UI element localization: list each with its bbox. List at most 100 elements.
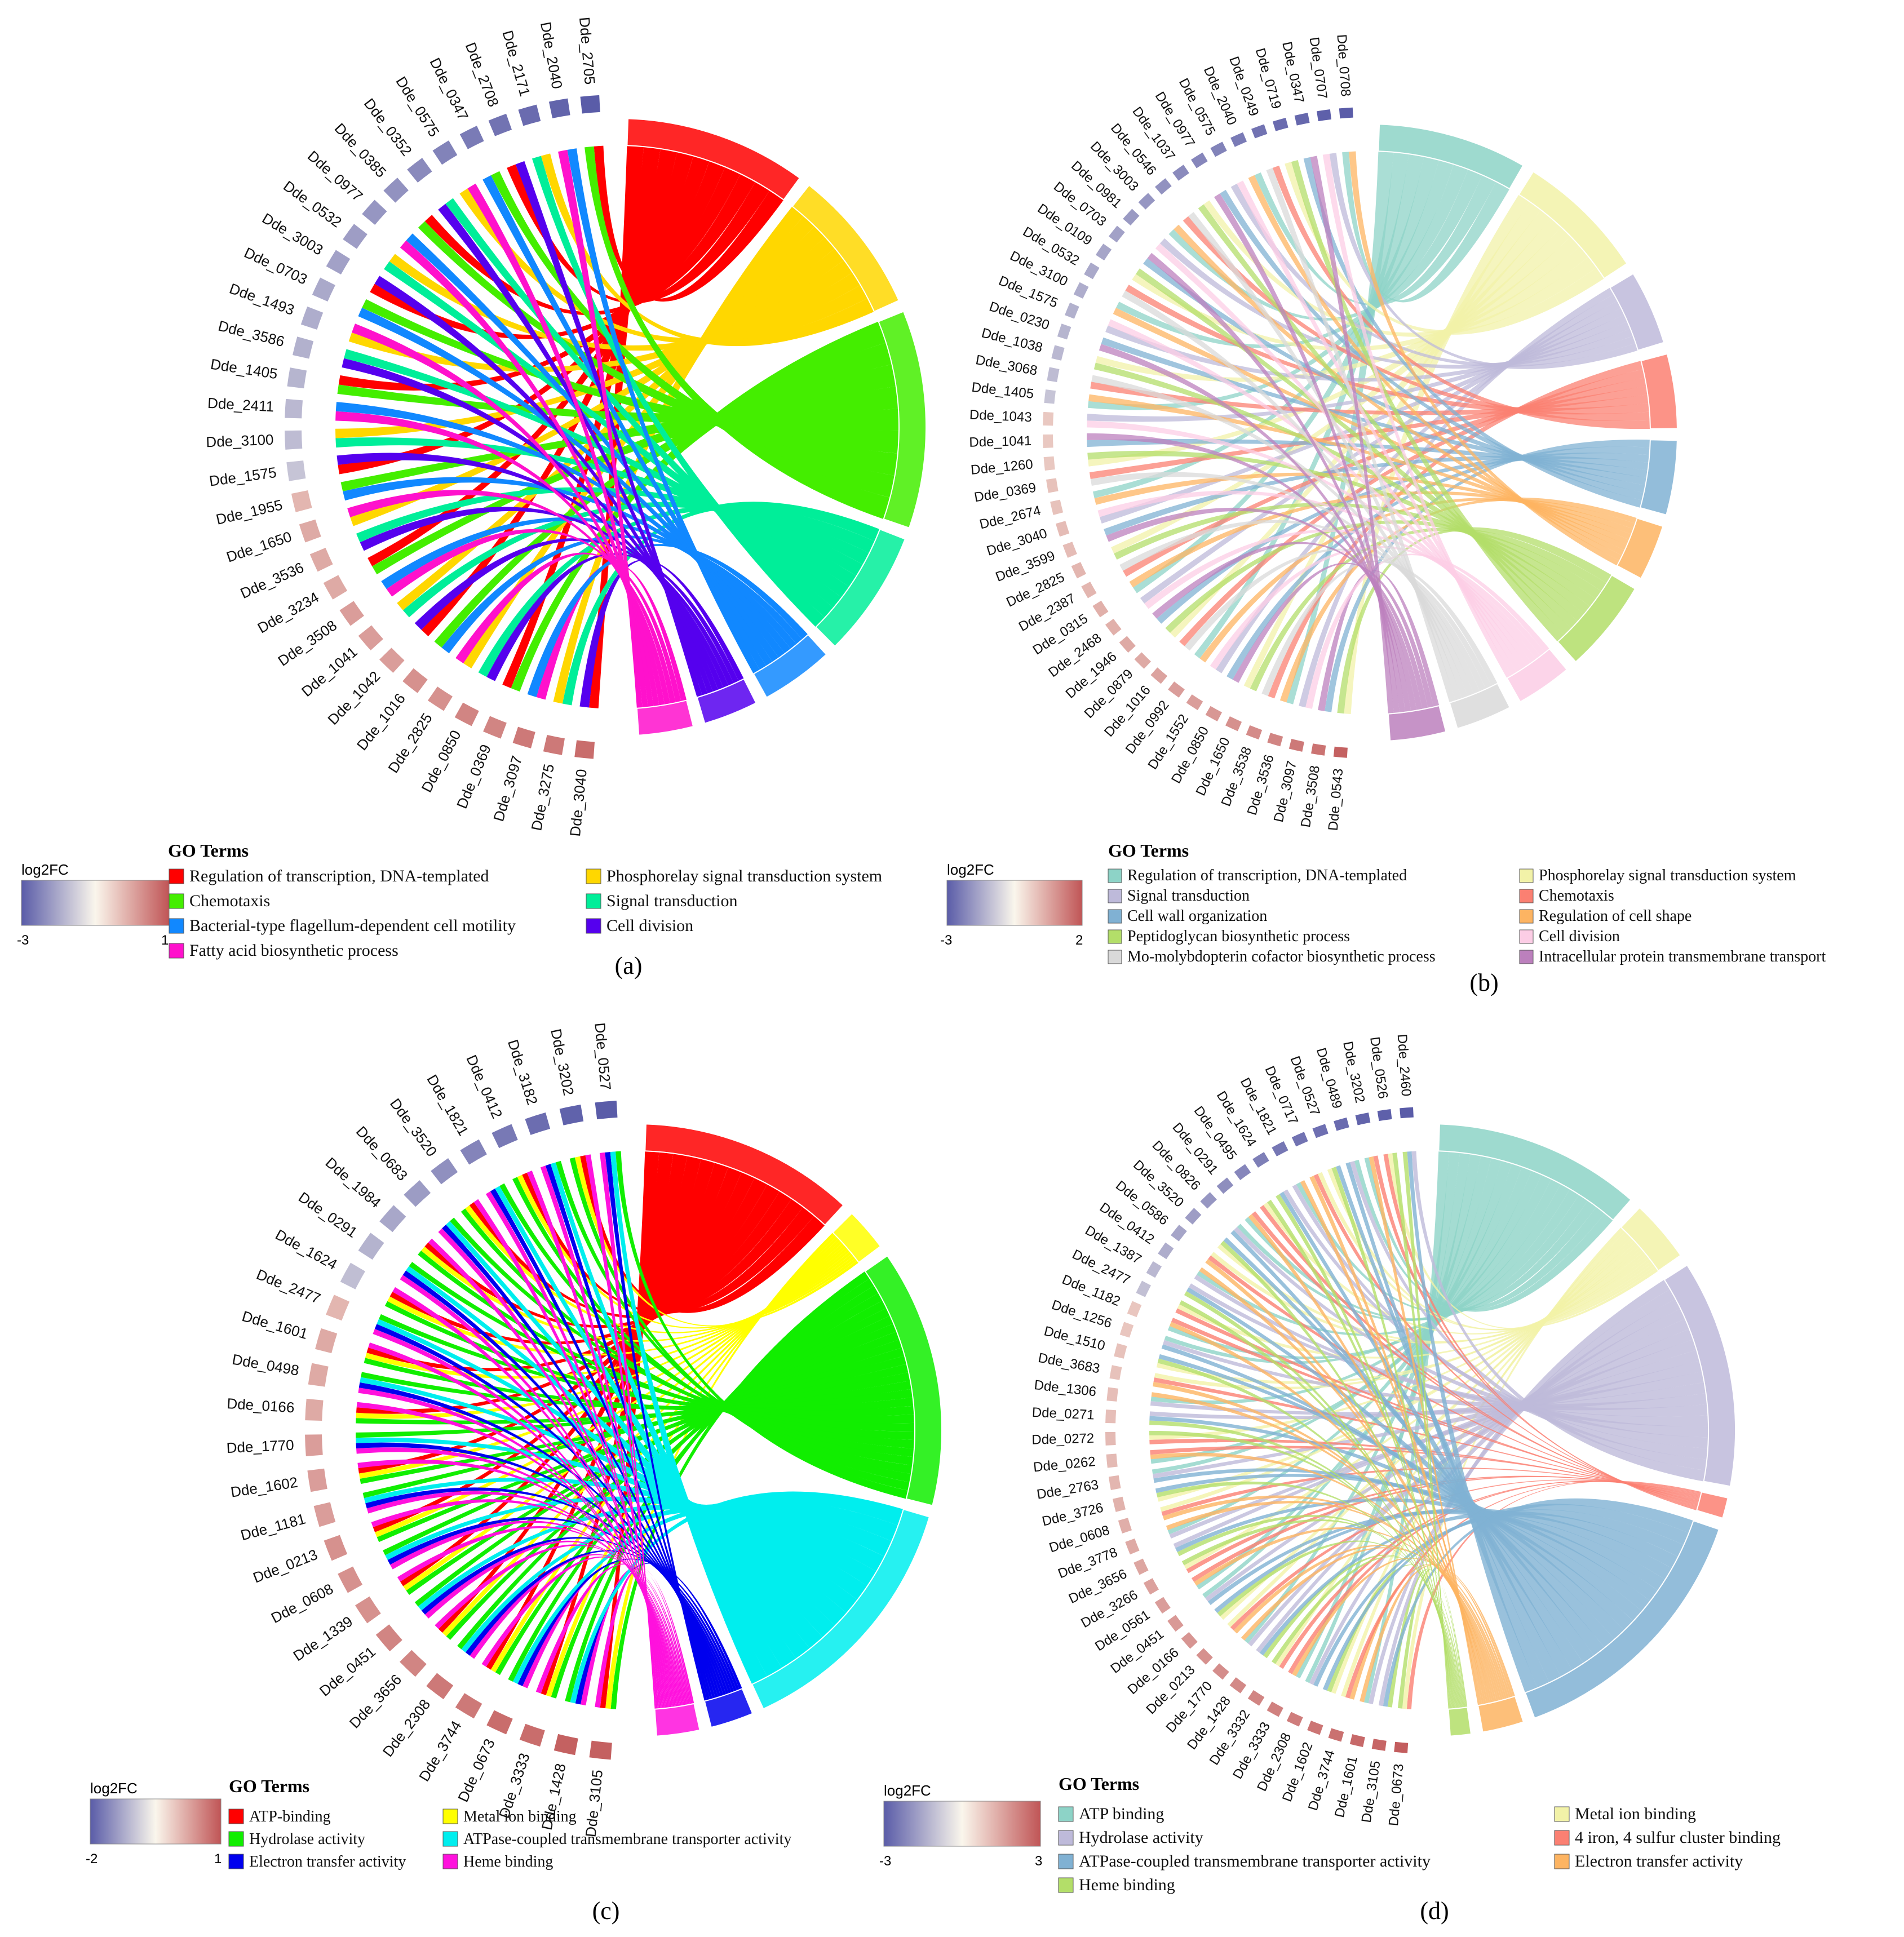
chord-link — [1168, 169, 1482, 321]
legend-swatch — [1554, 1830, 1570, 1846]
gene-label: Dde_0271 — [1031, 1405, 1095, 1423]
gene-label: Dde_3105 — [1359, 1759, 1384, 1824]
gene-label: Dde_2763 — [1035, 1477, 1100, 1502]
chord-link — [502, 147, 661, 689]
gene-fc-mark — [1046, 478, 1059, 493]
gene-fc-mark — [1055, 521, 1070, 537]
gene-label: Dde_0451 — [316, 1643, 379, 1699]
gene-label: Dde_1306 — [1033, 1377, 1097, 1399]
term-arc — [1609, 273, 1665, 351]
legend-swatch — [442, 1854, 458, 1869]
chord-link — [1205, 1329, 1694, 1602]
legend-swatch — [169, 943, 184, 959]
gene-fc-mark — [548, 98, 570, 118]
legend-label: Regulation of transcription, DNA-templat… — [1127, 867, 1407, 884]
chord-link — [545, 1164, 710, 1701]
gene-fc-mark — [1109, 1365, 1122, 1380]
chord-link — [562, 502, 880, 706]
gene-fc-mark — [1105, 618, 1122, 636]
gene-fc-mark — [431, 1158, 458, 1185]
chord-link — [406, 1266, 823, 1649]
gene-label: Dde_0166 — [227, 1395, 295, 1416]
gene-label: Dde_1405 — [209, 356, 278, 383]
term-arc — [1557, 574, 1636, 663]
gene-fc-mark — [1134, 652, 1152, 669]
chord-link — [1153, 1468, 1642, 1621]
gene-fc-mark — [326, 1295, 350, 1321]
gene-label: Dde_0683 — [353, 1123, 411, 1184]
gene-fc-mark — [454, 702, 479, 726]
gene-label: Dde_1650 — [224, 528, 294, 566]
term-arc — [1387, 704, 1447, 742]
gene-label: Dde_0347 — [427, 55, 472, 123]
gene-fc-mark — [1210, 141, 1227, 157]
gene-fc-mark — [299, 519, 321, 543]
gene-fc-mark — [559, 1105, 584, 1125]
gene-fc-mark — [338, 1566, 363, 1593]
legend-title: GO Terms — [229, 1776, 309, 1796]
chord-link — [1383, 1498, 1694, 1707]
gene-fc-mark — [362, 200, 387, 225]
term-arc — [1663, 1264, 1736, 1487]
gene-fc-mark — [426, 1673, 454, 1700]
chord-link — [1342, 152, 1510, 303]
gene-label: Dde_2708 — [462, 40, 502, 109]
gene-label: Dde_2040 — [537, 21, 566, 90]
gene-fc-mark — [305, 1434, 323, 1456]
gene-label: Dde_1181 — [239, 1510, 308, 1544]
gene-fc-mark — [400, 1650, 427, 1677]
chord-link — [362, 1355, 907, 1499]
legend-swatch — [1554, 1806, 1570, 1822]
term-arc — [654, 1703, 701, 1737]
gene-label: Dde_3097 — [1271, 760, 1300, 824]
gene-label: Dde_0262 — [1033, 1454, 1096, 1475]
chord-link — [364, 1358, 914, 1413]
gene-fc-mark — [1205, 706, 1223, 721]
gene-fc-mark — [1143, 1578, 1159, 1595]
gene-fc-mark — [1252, 1152, 1269, 1168]
gene-fc-mark — [383, 178, 409, 203]
chord-link — [463, 216, 815, 668]
gene-label: Dde_3182 — [504, 1038, 541, 1107]
gene-fc-mark — [402, 668, 428, 693]
legend-label: Intracellular protein transmembrane tran… — [1539, 948, 1826, 965]
panel-a-legend-items: Regulation of transcription, DNA-templat… — [169, 867, 882, 960]
chord-link — [1364, 1157, 1613, 1312]
legend-swatch — [228, 1809, 244, 1824]
gene-fc-mark — [300, 306, 324, 330]
chord-link — [1191, 1476, 1701, 1582]
gene-label: Dde_0543 — [1326, 768, 1347, 831]
gene-fc-mark — [1108, 1475, 1121, 1490]
legend-label: Fatty acid biosynthetic process — [189, 941, 398, 960]
gene-fc-mark — [1047, 367, 1060, 382]
gene-fc-mark — [1234, 1164, 1251, 1180]
gene-label: Dde_3520 — [387, 1095, 440, 1159]
gene-fc-mark — [1095, 243, 1112, 261]
legend-label: ATP binding — [1079, 1805, 1164, 1823]
gene-label: Dde_0412 — [463, 1052, 506, 1121]
panel-b-gene-marks — [1043, 107, 1353, 758]
gene-fc-mark — [1333, 746, 1348, 758]
chord-link — [384, 1301, 915, 1424]
gene-fc-mark — [379, 648, 405, 673]
gene-fc-mark — [1084, 262, 1100, 280]
chord-link — [337, 384, 899, 431]
gene-fc-mark — [324, 1535, 348, 1561]
gene-fc-mark — [1291, 1132, 1308, 1147]
chord-link — [1153, 1377, 1699, 1503]
chord-link — [1310, 156, 1394, 714]
chord-link — [1230, 1230, 1584, 1670]
gene-fc-mark — [595, 1100, 618, 1120]
term-arc — [703, 1687, 754, 1728]
gene-fc-mark — [307, 1468, 327, 1492]
legend-swatch — [169, 868, 184, 884]
chord-link — [365, 1249, 851, 1379]
gene-fc-mark — [1334, 1117, 1349, 1131]
gene-fc-mark — [492, 1124, 518, 1149]
gene-fc-mark — [293, 336, 314, 359]
gene-label: Dde_0703 — [242, 244, 310, 288]
gene-label: Dde_1260 — [970, 456, 1034, 477]
chord-link — [1106, 507, 1423, 711]
panel-c-term-arcs — [644, 1123, 943, 1737]
chord-link — [1245, 1194, 1588, 1321]
